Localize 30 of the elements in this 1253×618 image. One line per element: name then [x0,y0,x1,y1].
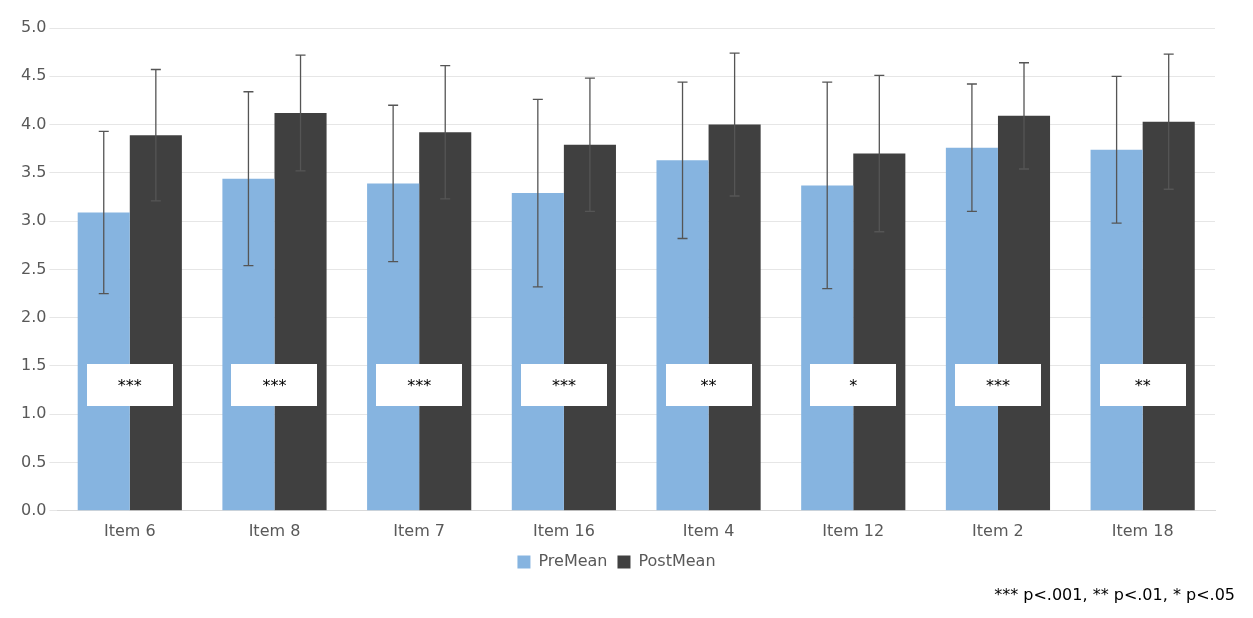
legend-label: PreMean [538,551,608,571]
x-tick-label: Item 7 [393,520,446,540]
x-tick-label: Item 6 [103,520,156,540]
y-tick-label: 0.0 [20,499,47,519]
y-tick-label: 1.5 [20,355,47,375]
y-tick-label: 4.0 [20,113,47,133]
x-tick-label: Item 12 [822,520,885,540]
x-tick-label: Item 2 [972,520,1024,540]
y-tick-label: 3.0 [20,210,47,230]
x-tick-label: Item 16 [532,520,595,540]
y-tick-label: 0.5 [20,451,47,471]
annotation: ** [700,375,717,395]
annotation: * [849,375,858,395]
x-tick-label: Item 18 [1111,520,1174,540]
text: *** p<.001, ** p<.01, * p<.05 [994,585,1235,605]
y-tick-label: 3.5 [20,162,47,181]
y-tick-label: 4.5 [20,65,47,85]
y-tick-label: 1.0 [20,403,47,423]
y-tick-label: 5.0 [20,17,47,37]
x-tick-label: Item 8 [248,520,301,540]
annotation: *** [407,375,432,395]
annotation: *** [262,375,287,395]
annotation: *** [551,375,576,395]
annotation: *** [985,375,1010,395]
x-tick-label: Item 4 [682,520,735,540]
legend-label: PostMean [638,551,716,571]
annotation: ** [1134,375,1151,395]
y-tick-label: 2.0 [20,306,47,326]
annotation: *** [117,375,142,395]
y-tick-label: 2.5 [20,258,47,278]
